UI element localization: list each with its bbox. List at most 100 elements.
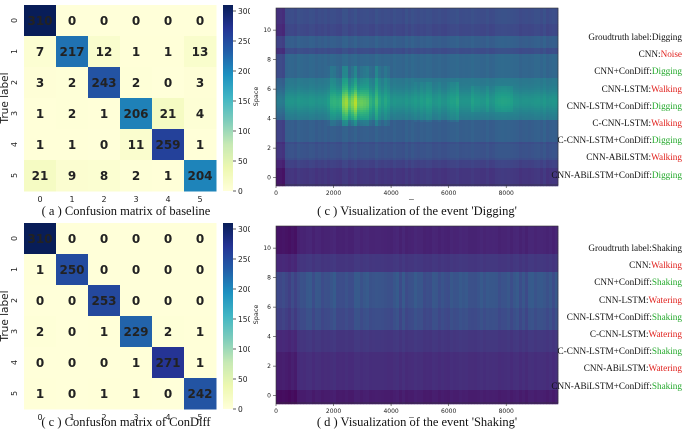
matrix-cell [56, 67, 89, 99]
matrix-cell [88, 378, 121, 410]
matrix-cell [24, 67, 57, 99]
y-axis-label: True label [0, 290, 11, 342]
matrix-cell [152, 378, 185, 410]
colorbar-tick-label: 200 [238, 285, 250, 294]
colorbar-tick-label: 100 [238, 345, 250, 354]
cell-value: 0 [196, 14, 204, 28]
matrix-cell [88, 98, 121, 130]
matrix-cell [88, 36, 121, 68]
matrix-cell [184, 347, 217, 379]
y-tick-label: 2 [10, 80, 19, 85]
matrix-cell [24, 98, 57, 130]
x-tick-label: 0 [37, 413, 42, 422]
caption-confusion-baseline: ( a ) Confusion matrix of baseline [41, 204, 211, 218]
cell-value: 0 [68, 232, 76, 246]
cell-value: 0 [100, 232, 108, 246]
cell-value: 217 [59, 45, 84, 59]
cell-value: 1 [36, 138, 44, 152]
x-tick-label: 2 [101, 413, 106, 422]
matrix-cell [88, 160, 121, 192]
y-tick-label: 1 [10, 267, 19, 272]
cell-value: 0 [36, 294, 44, 308]
cell-value: 9 [68, 169, 76, 183]
cell-value: 206 [123, 107, 148, 121]
matrix-cell [152, 67, 185, 99]
matrix-cell [184, 129, 217, 161]
cell-value: 0 [100, 356, 108, 370]
matrix-cell [184, 316, 217, 348]
y-tick-label: 4 [267, 334, 271, 341]
y-tick-label: 6 [267, 86, 271, 93]
matrix-cell [184, 36, 217, 68]
cell-value: 4 [196, 107, 204, 121]
plot-frame [275, 7, 559, 186]
y-tick-label: 2 [267, 363, 271, 370]
matrix-cell [184, 378, 217, 410]
cell-value: 310 [27, 232, 52, 246]
matrix-cell [56, 347, 89, 379]
pred-value: Walking [651, 260, 682, 271]
matrix-cell [24, 378, 57, 410]
pred-line-cnn-lstm-condiff: CNN-LSTM+ConDiff:Shaking [566, 311, 682, 322]
cell-value: 0 [164, 263, 172, 277]
colorbar-tick-label: 100 [238, 127, 250, 136]
y-tick-label: 0 [267, 393, 271, 400]
matrix-cell [120, 98, 153, 130]
y-tick-label: 4 [267, 116, 271, 123]
y-tick-label: 5 [10, 391, 19, 396]
cell-value: 1 [196, 138, 204, 152]
pred-line-c-cnn-lstm: C-CNN-LSTM:Watering [589, 328, 682, 339]
cell-value: 271 [155, 356, 180, 370]
x-tick-label: 8000 [499, 408, 514, 415]
cell-value: 0 [132, 14, 140, 28]
cell-value: 3 [36, 76, 44, 90]
x-axis-label: Time [408, 416, 425, 418]
y-tick-label: 3 [10, 111, 19, 116]
matrix-cell [152, 347, 185, 379]
cell-value: 1 [100, 387, 108, 401]
matrix-cell [120, 285, 153, 317]
pred-value: Digging [651, 66, 682, 77]
pred-line-cnn-abilstm-condiff: CNN-ABiLSTM+ConDiff:Digging [551, 169, 682, 180]
confusion-matrix-baseline: 310 0 0 0 0 07 217 12 1 1 133 2 243 2 0 31 2 1 206 21 41 1 0 11… [0, 5, 250, 204]
cell-value: 0 [132, 263, 140, 277]
x-tick-label: 2000 [326, 190, 341, 197]
matrix-cell [184, 160, 217, 192]
heatmap-image [276, 8, 559, 187]
matrix-cell [88, 5, 121, 37]
colorbar [223, 223, 233, 409]
cell-value: 1 [164, 45, 172, 59]
matrix-cell [56, 254, 89, 286]
cell-value: 0 [100, 138, 108, 152]
colorbar-tick-label: 300 [238, 225, 250, 234]
matrix-cell [120, 129, 153, 161]
matrix-cell [120, 67, 153, 99]
cell-value: 0 [196, 232, 204, 246]
x-tick-label: 0 [274, 190, 278, 197]
cell-value: 259 [155, 138, 180, 152]
cell-value: 250 [59, 263, 84, 277]
pred-value: Walking [651, 152, 682, 163]
x-tick-label: 8000 [499, 190, 514, 197]
y-tick-label: 8 [267, 275, 271, 282]
y-tick-label: 10 [263, 245, 271, 252]
cell-value: 0 [36, 356, 44, 370]
cell-value: 0 [68, 387, 76, 401]
pred-value: Digging [651, 135, 682, 146]
matrix-cell [88, 223, 121, 255]
plot-frame [275, 225, 559, 404]
matrix-cell [184, 67, 217, 99]
pred-line-cnn: CNN:Walking [629, 260, 682, 271]
confusion-matrix-condiff: 310 0 0 0 0 01 250 0 0 0 00 0 253 0 0 02 0 1 229 2 10 0 0 1 271 1… [0, 223, 250, 422]
pred-value: Shaking [651, 277, 682, 288]
cell-value: 0 [68, 14, 76, 28]
x-tick-label: 6000 [441, 408, 456, 415]
matrix-cell [120, 5, 153, 37]
x-tick-label: 4000 [383, 190, 398, 197]
cell-value: 2 [68, 76, 76, 90]
x-tick-label: 0 [274, 408, 278, 415]
matrix-cell [88, 129, 121, 161]
cell-value: 242 [187, 387, 212, 401]
cell-value: 204 [187, 169, 212, 183]
matrix-cell [24, 5, 57, 37]
